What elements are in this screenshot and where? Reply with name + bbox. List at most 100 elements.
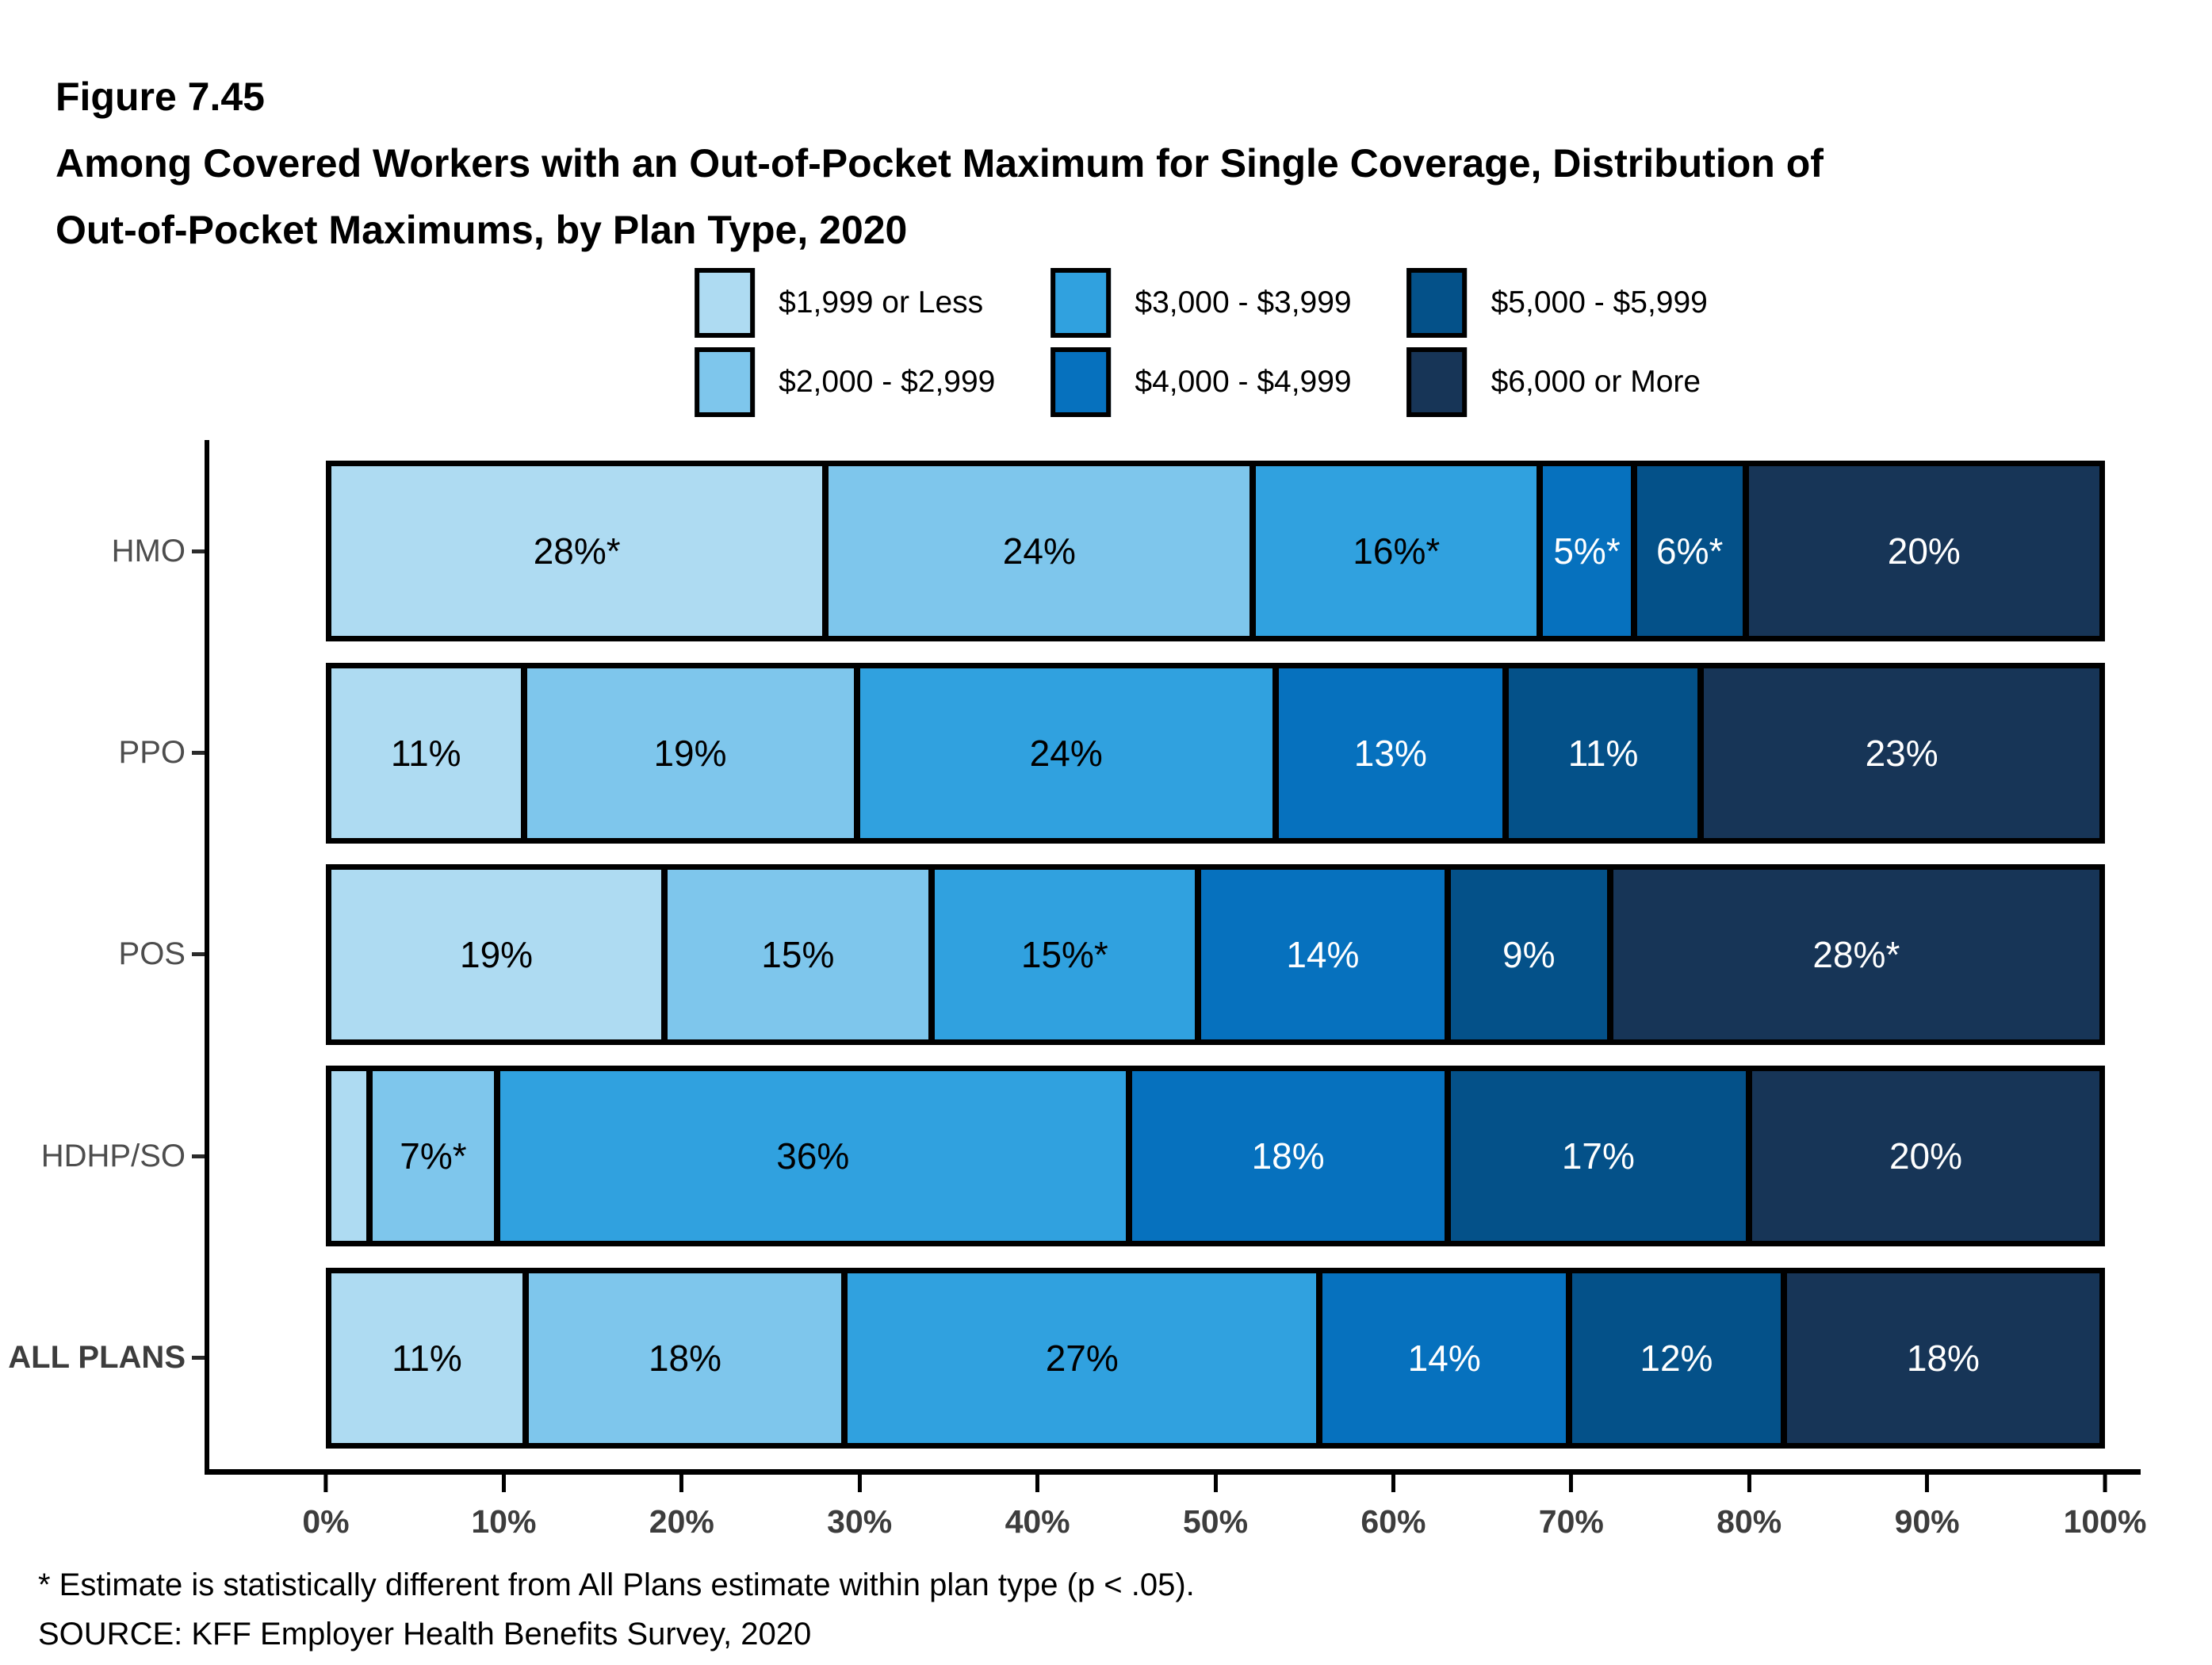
x-tick-label: 100% bbox=[2063, 1503, 2147, 1540]
x-tick-mark-icon bbox=[323, 1475, 328, 1492]
x-tick-label: 30% bbox=[827, 1503, 893, 1540]
legend-item: $6,000 or More bbox=[1406, 347, 1708, 417]
bar-segment: 6%* bbox=[1633, 463, 1746, 640]
bar-segment: 18% bbox=[1128, 1068, 1448, 1245]
bar-segment: 9% bbox=[1447, 866, 1610, 1043]
source-note: SOURCE: KFF Employer Health Benefits Sur… bbox=[38, 1617, 812, 1652]
bar-segment: 20% bbox=[1749, 1068, 2103, 1245]
bar-segment: 24% bbox=[856, 664, 1276, 841]
stacked-bar-chart: HMO PPO POS HDHP/SO ALL PLANS 28%* 24% 16%* 5%*… bbox=[0, 440, 2146, 1562]
bar-row: 11% 18% 27% 14% 12% 18% bbox=[326, 1267, 2105, 1449]
x-tick-mark-icon bbox=[2103, 1475, 2107, 1492]
legend-swatch-icon bbox=[1051, 347, 1112, 417]
x-tick: 20% bbox=[649, 1475, 714, 1541]
x-tick: 70% bbox=[1539, 1475, 1604, 1541]
y-axis-label-row: POS bbox=[0, 864, 205, 1045]
x-tick: 80% bbox=[1716, 1475, 1781, 1541]
bar-segment: 15% bbox=[664, 866, 932, 1043]
bar-segment: 15%* bbox=[931, 866, 1199, 1043]
x-tick: 100% bbox=[2063, 1475, 2147, 1541]
legend-swatch-icon bbox=[1406, 268, 1468, 338]
legend-label: $3,000 - $3,999 bbox=[1135, 285, 1352, 320]
legend-swatch-icon bbox=[1406, 347, 1468, 417]
bar-row: 11% 19% 24% 13% 11% 23% bbox=[326, 662, 2105, 844]
figure-title-line-1: Among Covered Workers with an Out-of-Poc… bbox=[55, 141, 1824, 186]
y-tick-icon bbox=[192, 952, 205, 957]
y-axis-label-row: HMO bbox=[0, 461, 205, 641]
bar-segment: 20% bbox=[1745, 463, 2103, 640]
bar-segment: 7%* bbox=[369, 1068, 498, 1245]
x-tick: 50% bbox=[1183, 1475, 1248, 1541]
legend-label: $4,000 - $4,999 bbox=[1135, 365, 1352, 399]
y-axis-label-row: ALL PLANS bbox=[0, 1268, 205, 1449]
y-axis-labels: HMO PPO POS HDHP/SO ALL PLANS bbox=[0, 440, 205, 1469]
bar-segment: 11% bbox=[328, 1269, 526, 1446]
category-label: HMO bbox=[111, 533, 186, 568]
bar-row: 28%* 24% 16%* 5%* 6%* 20% bbox=[326, 461, 2105, 642]
figure-title-line-2: Out-of-Pocket Maximums, by Plan Type, 20… bbox=[55, 208, 908, 252]
x-tick-mark-icon bbox=[1569, 1475, 1574, 1492]
bar-segment bbox=[328, 1068, 369, 1245]
bar-segment: 18% bbox=[1783, 1269, 2103, 1446]
bar-segment: 28%* bbox=[328, 463, 826, 640]
legend-item: $1,999 or Less bbox=[695, 268, 995, 338]
legend-swatch-icon bbox=[695, 268, 756, 338]
y-tick-icon bbox=[192, 1356, 205, 1361]
bar-segment: 28%* bbox=[1609, 866, 2103, 1043]
category-label: ALL PLANS bbox=[8, 1340, 186, 1376]
x-tick: 30% bbox=[827, 1475, 892, 1541]
legend-label: $6,000 or More bbox=[1491, 365, 1701, 399]
bar-segment: 14% bbox=[1319, 1269, 1569, 1446]
x-tick-label: 90% bbox=[1894, 1503, 1960, 1540]
x-tick-mark-icon bbox=[1213, 1475, 1218, 1492]
y-tick-icon bbox=[192, 549, 205, 553]
x-tick: 40% bbox=[1005, 1475, 1070, 1541]
x-tick: 10% bbox=[471, 1475, 536, 1541]
legend-label: $2,000 - $2,999 bbox=[779, 365, 996, 399]
bar-segment: 14% bbox=[1198, 866, 1448, 1043]
plot-panel: 28%* 24% 16%* 5%* 6%* 20% 11% 19% 24% 13% 11% 23% 19… bbox=[205, 440, 2141, 1475]
y-tick-icon bbox=[192, 751, 205, 756]
x-tick-label: 0% bbox=[302, 1503, 350, 1540]
bar-segment: 17% bbox=[1447, 1068, 1749, 1245]
bar-segment: 13% bbox=[1275, 664, 1506, 841]
x-tick: 0% bbox=[302, 1475, 350, 1541]
bar-segment: 19% bbox=[523, 664, 857, 841]
legend-swatch-icon bbox=[695, 347, 756, 417]
x-tick-mark-icon bbox=[1391, 1475, 1395, 1492]
x-tick-mark-icon bbox=[1747, 1475, 1751, 1492]
legend: $1,999 or Less $2,000 - $2,999 $3,000 - … bbox=[695, 268, 1708, 417]
figure-number: Figure 7.45 bbox=[55, 75, 265, 119]
bar-segment: 5%* bbox=[1540, 463, 1634, 640]
x-tick-mark-icon bbox=[857, 1475, 862, 1492]
legend-label: $5,000 - $5,999 bbox=[1491, 285, 1708, 320]
legend-item: $3,000 - $3,999 bbox=[1051, 268, 1352, 338]
bar-segment: 12% bbox=[1569, 1269, 1784, 1446]
bar-segment: 27% bbox=[844, 1269, 1320, 1446]
x-tick-label: 10% bbox=[471, 1503, 537, 1540]
bar-segment: 36% bbox=[497, 1068, 1129, 1245]
bar-segment: 11% bbox=[328, 664, 524, 841]
bar-segment: 23% bbox=[1701, 664, 2103, 841]
asterisk-note: * Estimate is statistically different fr… bbox=[38, 1567, 1195, 1602]
x-tick-label: 60% bbox=[1360, 1503, 1426, 1540]
legend-label: $1,999 or Less bbox=[779, 285, 984, 320]
bar-segment: 16%* bbox=[1253, 463, 1540, 640]
x-tick-label: 70% bbox=[1538, 1503, 1604, 1540]
title-block: Figure 7.45 Among Covered Workers with a… bbox=[55, 63, 2133, 263]
footnotes: * Estimate is statistically different fr… bbox=[38, 1560, 1195, 1659]
x-tick-label: 50% bbox=[1182, 1503, 1249, 1540]
legend-item: $5,000 - $5,999 bbox=[1406, 268, 1708, 338]
x-tick-mark-icon bbox=[679, 1475, 684, 1492]
bar-segment: 19% bbox=[328, 866, 665, 1043]
x-tick-mark-icon bbox=[1925, 1475, 1930, 1492]
category-label: PPO bbox=[118, 735, 186, 771]
x-axis: 0% 10% 20% 30% 40% 50% 60% 70% 80% 90% 100% bbox=[302, 1475, 2146, 1562]
category-label: POS bbox=[118, 936, 186, 972]
y-tick-icon bbox=[192, 1154, 205, 1158]
legend-item: $4,000 - $4,999 bbox=[1051, 347, 1352, 417]
bar-segment: 18% bbox=[525, 1269, 845, 1446]
x-tick-label: 20% bbox=[649, 1503, 714, 1540]
x-tick-label: 80% bbox=[1716, 1503, 1782, 1540]
